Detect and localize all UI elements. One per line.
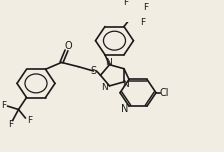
Text: N: N: [122, 80, 128, 89]
Text: F: F: [123, 0, 129, 7]
Text: N: N: [101, 83, 108, 92]
Text: F: F: [143, 3, 149, 12]
Text: F: F: [27, 116, 32, 125]
Text: O: O: [65, 41, 72, 51]
Text: F: F: [8, 120, 13, 129]
Text: F: F: [140, 18, 146, 27]
Text: S: S: [90, 66, 97, 76]
Text: N: N: [121, 104, 129, 114]
Text: N: N: [105, 58, 112, 67]
Text: Cl: Cl: [159, 88, 169, 98]
Text: F: F: [1, 101, 6, 110]
